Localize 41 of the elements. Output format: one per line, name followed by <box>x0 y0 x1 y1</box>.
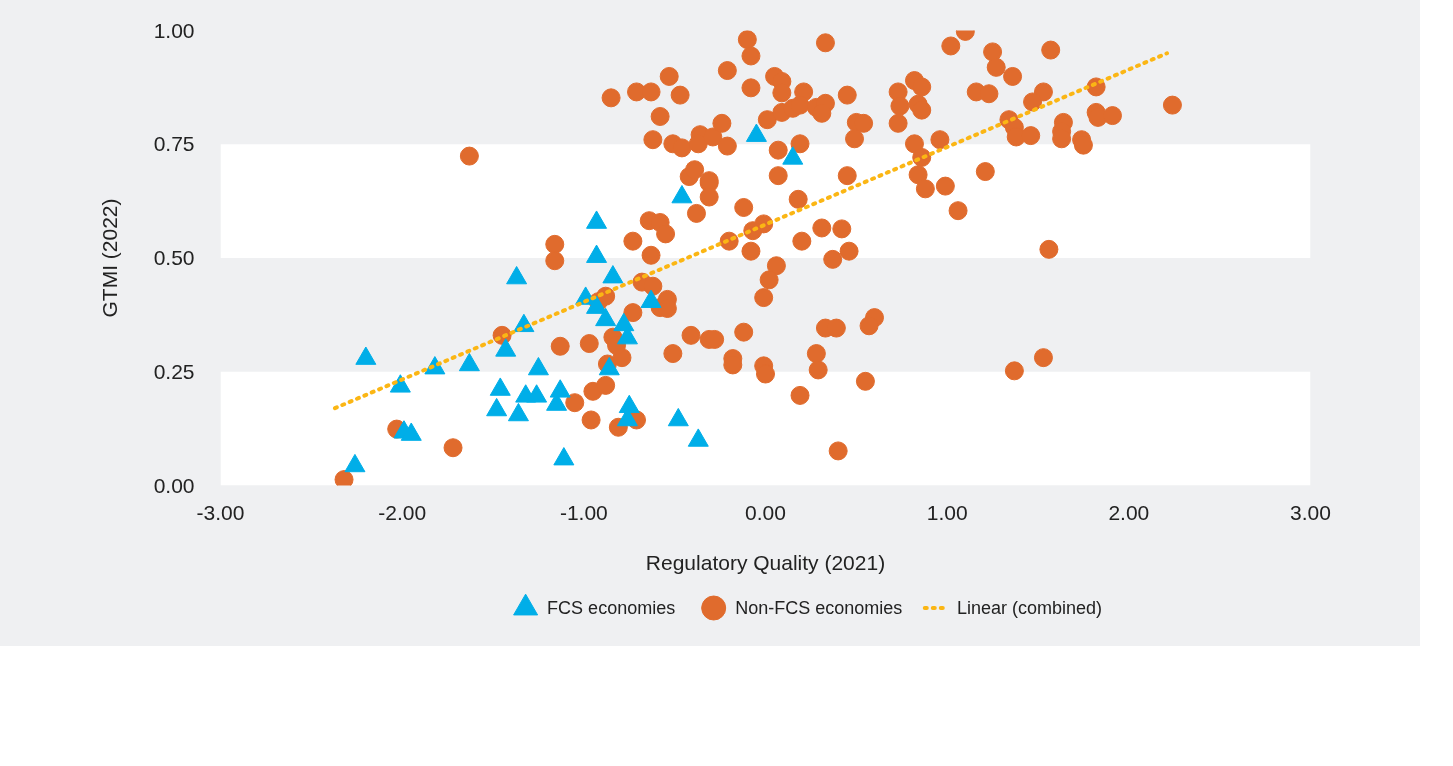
y-tick-label: 0.50 <box>153 246 195 269</box>
point <box>553 447 575 466</box>
point <box>527 356 549 376</box>
y-tick-label: 0.00 <box>153 473 195 497</box>
point <box>595 307 617 327</box>
legend-label: Linear (combined) <box>957 598 1103 618</box>
point <box>495 338 517 357</box>
x-axis-title: Regulatory Quality (2021) <box>645 550 886 574</box>
point <box>745 123 767 142</box>
point <box>687 428 709 447</box>
y-axis-title: GTMI (2022) <box>97 198 121 318</box>
x-tick-label: 2.00 <box>1108 500 1150 524</box>
x-tick-label: 1.00 <box>926 500 968 524</box>
point <box>458 352 480 372</box>
point <box>640 289 662 308</box>
legend-label: FCS economies <box>547 598 676 618</box>
x-tick-label: -3.00 <box>196 500 245 524</box>
point <box>526 384 548 403</box>
point <box>507 402 529 422</box>
point <box>671 184 693 204</box>
point <box>355 346 377 365</box>
y-tick-label: 0.75 <box>153 132 195 156</box>
y-tick-label: 1.00 <box>153 18 195 42</box>
x-tick-label: 0.00 <box>745 500 786 524</box>
point <box>667 407 689 427</box>
x-tick-label: 3.00 <box>1290 500 1331 524</box>
point <box>613 312 635 332</box>
y-tick-label: 0.25 <box>153 359 195 383</box>
point <box>400 422 422 441</box>
point <box>489 377 511 396</box>
point <box>506 265 528 285</box>
legend-label: Non-FCS economies <box>735 598 903 618</box>
point <box>602 265 624 284</box>
point <box>782 146 804 165</box>
x-tick-label: -1.00 <box>559 500 608 524</box>
point <box>344 453 366 473</box>
x-tick-label: -2.00 <box>378 500 427 524</box>
point <box>586 244 608 263</box>
point <box>586 210 608 229</box>
point <box>486 397 508 417</box>
point <box>549 379 571 398</box>
